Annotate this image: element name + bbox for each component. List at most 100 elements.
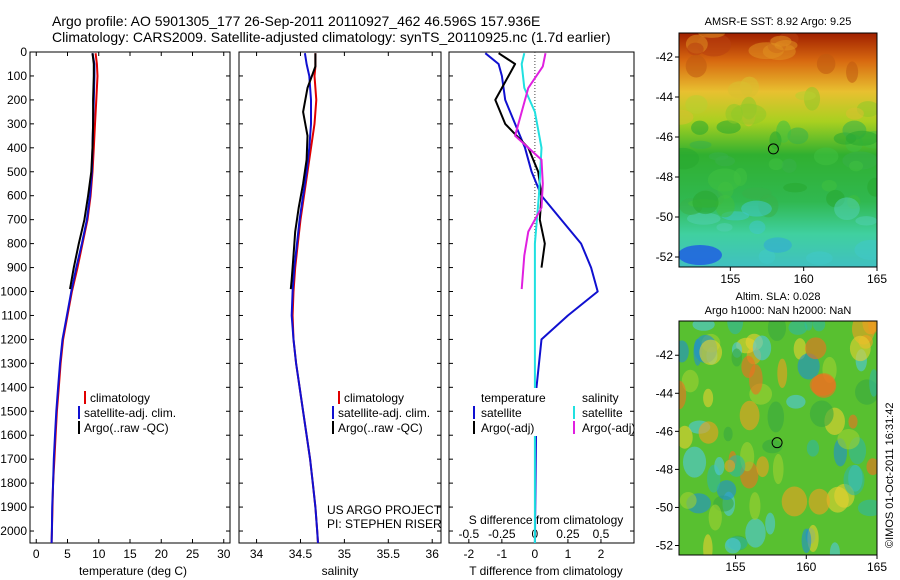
sla-texture [679,321,877,555]
t-difference-tick-label: 1 [565,547,572,561]
sst-heatmap [679,33,877,267]
map-y-tick-label: -50 [656,500,674,514]
sla-texture-patch [724,459,736,473]
t-difference-tick-label: 2 [598,547,605,561]
t-difference-xlabel: T difference from climatology [469,564,623,578]
salinity-tick-label: 34.5 [289,547,313,561]
sst-texture-patch [768,158,784,171]
map-y-tick-label: -46 [656,424,674,438]
map-x-tick-label: 165 [867,560,887,574]
salinity-profiles [289,53,319,544]
temperature-tick-label: 15 [123,547,137,561]
temperature-climatology-line [50,53,99,544]
s-difference-tick-label: 0.25 [556,527,580,541]
sla-texture-patch [749,492,761,521]
temperature-tick-label: 30 [217,547,231,561]
sst-texture-patch [749,220,766,235]
sla-texture-patch [848,414,858,429]
sst-texture-patch [854,239,877,260]
depth-tick-label: 1600 [0,428,27,442]
sst-texture-patch [813,147,839,166]
sla-texture-patch [708,504,722,531]
watermark: ©IMOS 01-Oct-2011 16:31:42 [884,403,896,548]
s-difference-label: S difference from climatology [469,513,624,527]
depth-tick-label: 100 [7,69,27,83]
sst-texture-patch [816,53,836,74]
legend-title-salinity: salinity [582,391,619,405]
sla-texture-patch [797,353,820,380]
sla-texture-patch [703,534,713,555]
sst-texture-patch [787,127,809,145]
sst-texture-patch [741,200,772,217]
temperature-tick-label: 10 [92,547,106,561]
depth-tick-label: 1800 [0,476,27,490]
map-x-tick-label: 160 [796,560,816,574]
sla-texture-patch [829,542,840,555]
depth-tick-label: 1400 [0,380,27,394]
legend-title-temperature: temperature [481,391,546,405]
difference-salinity-argo-adj-line [514,52,547,290]
sla-texture-patch [812,321,826,332]
temperature-xlabel: temperature (deg C) [79,564,187,578]
map-y-tick-label: -44 [656,386,674,400]
salinity-axes [238,51,442,544]
map-y-tick-label: -42 [656,348,674,362]
difference-profiles [484,52,599,544]
depth-tick-label: 1200 [0,332,27,346]
sst-texture-patch [727,81,753,99]
sst-texture-patch [781,158,797,173]
sla-texture-patch [679,425,693,449]
sst-texture-patch [774,40,798,51]
sla-texture-patch [741,355,756,379]
sst-texture-patch [679,245,722,265]
sst-map-title: AMSR-E SST: 8.92 Argo: 9.25 [705,16,852,28]
sla-texture-patch [724,538,741,554]
sst-texture-patch [687,42,704,56]
temperature-tick-label: 25 [186,547,200,561]
sst-texture-patch [783,182,808,193]
sla-texture-patch [767,321,787,341]
sst-texture-patch [685,54,707,78]
sla-texture-patch [703,388,714,408]
sst-texture-patch [763,237,792,253]
sla-texture-patch [679,380,687,410]
difference-axes [448,51,635,544]
legend-label-satellite: satellite-adj. clim. [338,406,430,420]
temperature-x-axis: 0 5 10 15 20 25 30 [33,52,231,561]
sla-texture-patch [826,486,849,513]
depth-tick-label: 2000 [0,524,27,538]
depth-tick-label: 500 [7,165,27,179]
legend-label-climatology: climatology [90,391,150,405]
sla-texture-patch [692,321,715,331]
difference-legend: temperature satellite Argo(-adj) salinit… [470,388,635,436]
depth-tick-label: 700 [7,213,27,227]
sst-texture-patch [769,131,782,150]
difference-salinity-satellite-line [520,52,543,543]
depth-tick-label: 1500 [0,404,27,418]
t-difference-tick-label: 0 [532,547,539,561]
depth-tick-label: 600 [7,189,27,203]
sla-texture-patch [793,338,807,360]
map-y-tick-label: -52 [656,538,674,552]
sla-texture-patch [809,400,834,428]
salinity-tick-label: 35 [338,547,352,561]
temperature-legend: climatology satellite-adj. clim. Argo(..… [78,391,176,435]
sla-texture-patch [781,486,808,517]
sla-texture-patch [739,400,760,431]
salinity-legend: climatology satellite-adj. clim. Argo(..… [332,391,430,435]
sla-texture-patch [857,499,877,517]
map-y-tick-label: -48 [656,170,674,184]
t-difference-tick-label: -1 [497,547,508,561]
depth-axis: 0 100 200 300 400 500 600 700 800 900 1000 1100 1200… [0,45,634,538]
sst-texture-patch [795,91,816,101]
legend-label-t-satellite: satellite [481,406,522,420]
difference-temperature-argo-adj-line [494,52,546,268]
legend-background [470,388,550,436]
sla-texture-patch [786,394,806,409]
map-x-tick-label: 165 [867,272,887,286]
legend-label-argo: Argo(..raw -QC) [84,421,169,435]
sst-texture-patch [846,61,859,83]
map-y-tick-label: -46 [656,130,674,144]
sla-texture-patch [788,321,808,335]
